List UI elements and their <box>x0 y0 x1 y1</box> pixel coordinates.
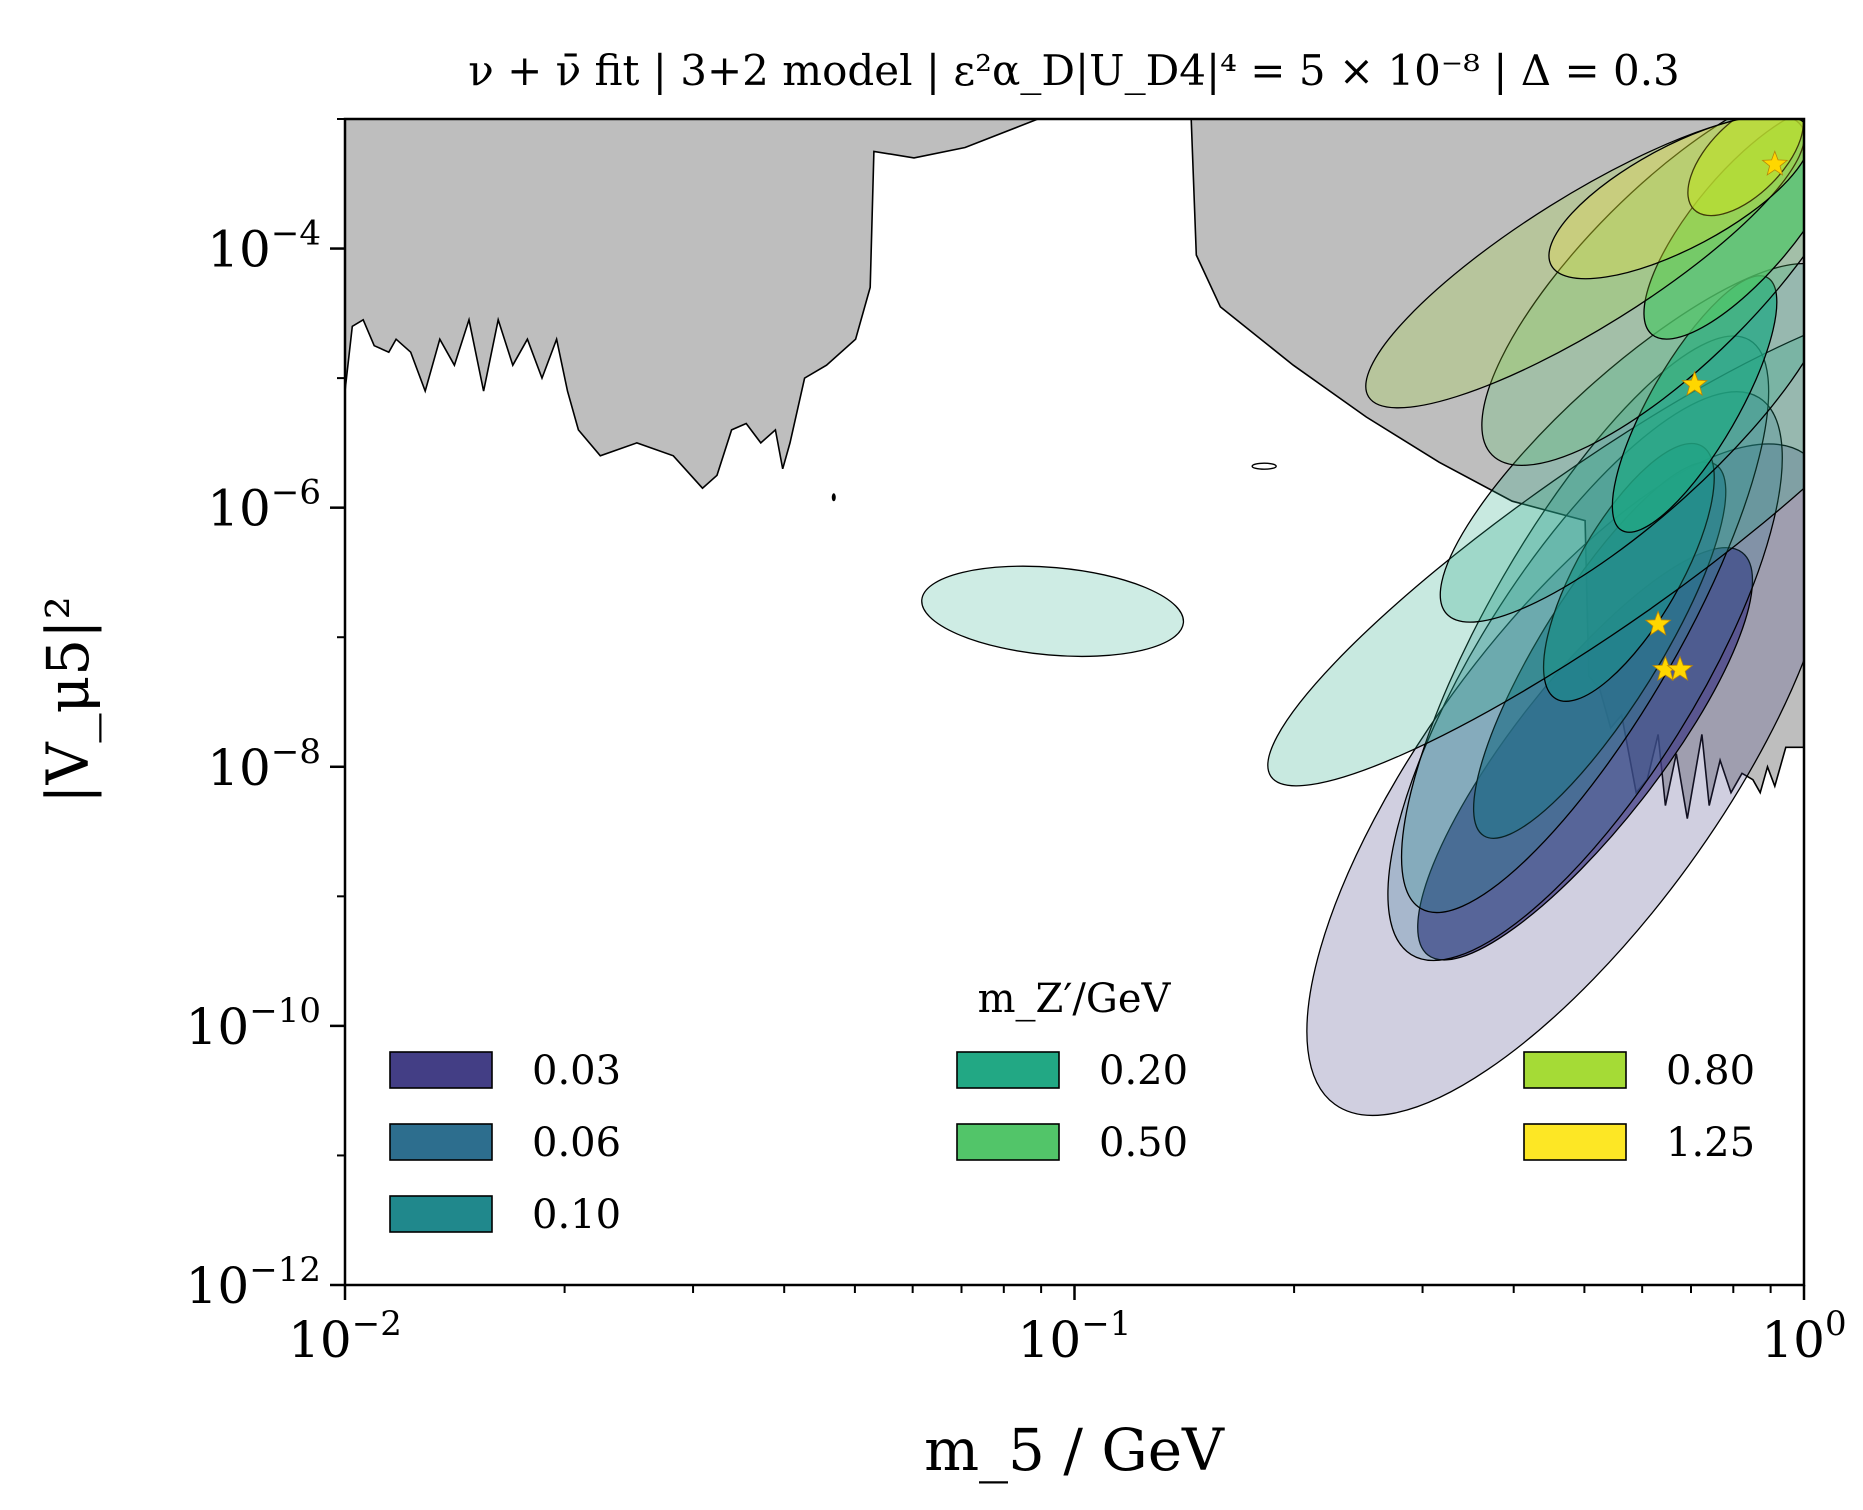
y-tick-label: 10−10 <box>186 991 321 1056</box>
y-tick-label: 10−8 <box>207 732 321 797</box>
contour-region <box>1267 306 1804 787</box>
excluded-island <box>1251 462 1277 470</box>
plot-area <box>345 119 1804 1117</box>
legend-label: 0.03 <box>532 1048 621 1094</box>
legend-swatch <box>956 1051 1060 1089</box>
legend-label: 1.25 <box>1666 1120 1755 1166</box>
contour-region <box>921 565 1185 658</box>
x-tick-label: 10−1 <box>1018 1304 1132 1369</box>
legend-swatch <box>389 1123 493 1161</box>
best-fit-marker-layer <box>1644 150 1789 682</box>
x-axis-label: m_5 / GeV <box>924 1416 1225 1484</box>
legend-swatch <box>956 1123 1060 1161</box>
contour-region <box>1611 275 1778 533</box>
x-tick-label: 100 <box>1761 1304 1846 1369</box>
legend-swatch <box>389 1051 493 1089</box>
chart-title: ν + ν̄ fit | 3+2 model | ε²α_D|U_D4|⁴ = … <box>468 46 1680 95</box>
y-tick-label: 10−4 <box>207 214 321 279</box>
best-fit-marker <box>1644 610 1672 636</box>
y-tick-label: 10−6 <box>207 473 321 538</box>
y-axis-label: |V_μ5|² <box>34 596 102 804</box>
legend-label: 0.80 <box>1666 1048 1755 1094</box>
legend-title: m_Z′/GeV <box>978 976 1172 1022</box>
best-fit-marker <box>1666 655 1694 682</box>
excluded-region-layer <box>345 119 1804 819</box>
contour-region <box>1687 119 1804 217</box>
legend-swatch <box>389 1195 493 1233</box>
legend-label: 0.20 <box>1099 1048 1188 1094</box>
contour-layer <box>921 119 1804 1117</box>
legend-label: 0.50 <box>1099 1120 1188 1166</box>
legend-swatch <box>1523 1051 1627 1089</box>
legend-label: 0.10 <box>532 1192 621 1238</box>
legend-label: 0.06 <box>532 1120 621 1166</box>
x-tick-label: 10−2 <box>288 1304 402 1369</box>
best-fit-marker <box>1761 150 1789 176</box>
x-axis: 10−2 10−1 100 <box>288 1285 1847 1369</box>
y-tick-label: 10−12 <box>186 1250 321 1315</box>
y-axis: 10−4 10−6 10−8 10−10 10−12 <box>186 118 345 1315</box>
excluded-island <box>831 493 836 502</box>
best-fit-marker <box>1681 370 1708 397</box>
contour-region <box>1548 119 1804 280</box>
legend: m_Z′/GeV 0.03 0.06 0.10 0.20 0.50 0.80 1.25 <box>389 976 1755 1238</box>
legend-swatch <box>1523 1123 1627 1161</box>
excluded-region <box>345 119 1804 819</box>
